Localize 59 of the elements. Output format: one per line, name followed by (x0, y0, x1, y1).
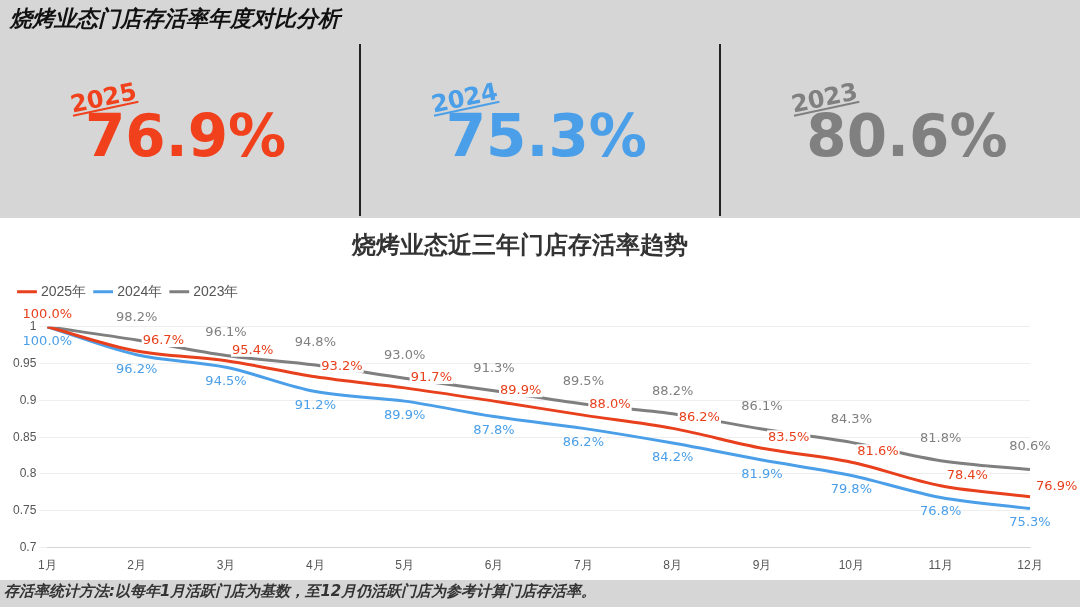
data-label: 91.3% (473, 359, 515, 375)
y-tick-label: 0.9 (19, 392, 37, 407)
x-tick-label: 11月 (928, 558, 953, 573)
y-tick-label: 1 (29, 319, 37, 334)
legend-label: 2025年 (41, 282, 87, 299)
data-label: 84.2% (652, 448, 694, 464)
chart-title: 烧烤业态近三年门店存活率趋势 (351, 230, 688, 259)
data-label: 89.9% (384, 407, 426, 423)
y-tick-label: 0.7 (19, 539, 37, 554)
data-label: 86.2% (678, 409, 720, 425)
data-label: 76.8% (920, 503, 962, 519)
data-label: 81.9% (741, 465, 783, 481)
data-label: 94.5% (205, 373, 247, 389)
x-tick-label: 9月 (752, 558, 772, 573)
data-label: 96.7% (142, 331, 184, 347)
data-label: 79.8% (830, 481, 872, 497)
data-label: 94.8% (294, 333, 337, 349)
data-label: 89.5% (562, 372, 604, 388)
data-label: 91.2% (294, 397, 337, 413)
legend-label: 2024年 (117, 282, 163, 299)
data-label: 80.6% (1009, 438, 1051, 454)
x-tick-label: 3月 (216, 558, 236, 573)
data-label: 76.9% (1036, 477, 1078, 493)
legend-label: 2023年 (193, 282, 239, 299)
text: 存活率统计方法:以每年1月活跃门店为基数，至12月仍活跃门店为参考计算门店存活率。 (4, 582, 597, 601)
data-label: 98.2% (116, 308, 158, 324)
y-tick-label: 0.8 (19, 466, 37, 481)
x-tick-label: 4月 (306, 558, 325, 573)
data-label: 86.1% (741, 397, 783, 413)
data-label: 91.7% (410, 368, 452, 384)
data-label: 100.0% (22, 332, 73, 348)
data-label: 96.2% (116, 360, 158, 376)
x-tick-label: 1月 (38, 558, 57, 573)
x-tick-label: 12月 (1017, 558, 1043, 573)
x-tick-label: 5月 (395, 558, 415, 573)
y-tick-label: 0.95 (13, 355, 37, 370)
data-label: 87.8% (473, 422, 515, 438)
data-label: 78.4% (946, 466, 988, 482)
data-label: 88.2% (652, 382, 694, 398)
x-tick-label: 10月 (838, 558, 865, 573)
y-tick-label: 0.75 (13, 503, 37, 518)
data-label: 81.6% (857, 443, 899, 459)
data-label: 88.0% (589, 395, 631, 411)
x-tick-label: 2月 (127, 558, 147, 573)
x-tick-label: 8月 (663, 558, 683, 573)
y-tick-label: 0.85 (13, 429, 37, 444)
data-label: 100.0% (22, 305, 73, 321)
data-label: 93.0% (384, 347, 426, 363)
data-label: 95.4% (232, 341, 274, 357)
data-label: 86.2% (562, 434, 604, 450)
data-label: 84.3% (830, 411, 872, 427)
x-tick-label: 6月 (484, 558, 504, 573)
data-label: 75.3% (1009, 514, 1051, 530)
x-tick-label: 7月 (574, 558, 593, 573)
data-label: 83.5% (768, 429, 810, 445)
data-label: 89.9% (500, 382, 542, 398)
data-label: 93.2% (321, 357, 363, 373)
data-label: 81.8% (920, 429, 962, 445)
data-label: 96.1% (205, 324, 247, 340)
